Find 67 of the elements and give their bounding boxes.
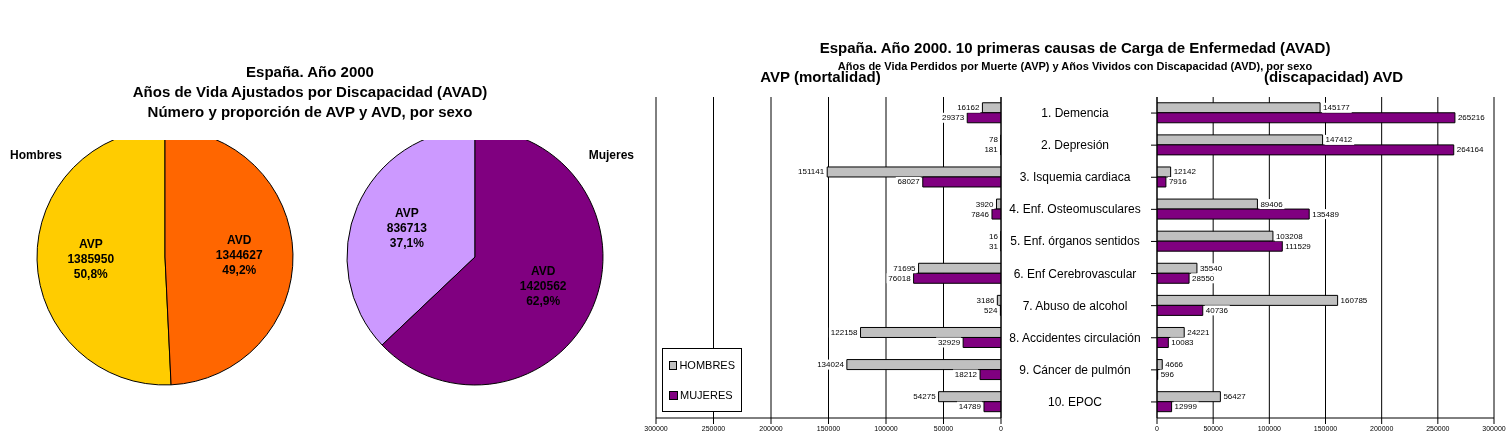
data-label: 29373 [941,113,965,123]
data-label: 16 [989,231,999,241]
data-label: 181 [984,145,999,155]
data-label: 1420562 62,9% [519,279,567,309]
text: Número y proporción de AVP y AVD, por sexo [146,102,474,122]
y-tick-label: 1. Demencia [1041,106,1109,121]
y-tick-label: 3. Isquemia cardiaca [1019,170,1131,185]
data-label: 89406 [1260,199,1284,209]
data-label: 1385950 50,8% [67,251,115,281]
data-label: 14789 [958,402,982,412]
y-tick-label: 9. Cáncer de pulmón [1019,362,1131,377]
data-label: 145177 [1323,103,1351,113]
data-label: 524 [984,305,998,315]
data-label: 7916 [1168,177,1188,187]
data-label: 76018 [888,273,912,283]
data-label: 71695 [893,263,917,273]
data-label: 10083 [1171,337,1195,347]
data-label: 16162 [957,103,980,113]
data-label: 24221 [1187,327,1211,337]
data-label: 135489 [1312,209,1340,219]
data-label: 122158 [830,327,859,337]
text: Años de Vida Ajustados por Discapacidad (AVAD) [131,82,489,102]
data-label: 56427 [1223,392,1247,402]
y-tick-label: 10. EPOC [1047,394,1103,409]
data-label: 151141 [798,167,825,177]
slice-label: AVP [394,205,419,220]
data-label: 32929 [937,337,961,347]
data-label: 160785 [1340,295,1368,305]
data-label: 111529 [1285,241,1312,251]
data-label: 1344627 49,2% [215,248,263,278]
data-label: 103208 [1275,231,1304,241]
slice-label: AVP [78,236,103,251]
legend-label: MUJERES [679,389,734,401]
y-tick-label: 6. Enf Cerebrovascular [1013,266,1137,281]
data-label: 35540 [1199,263,1223,273]
data-label: 147412 [1325,135,1353,145]
data-label: 134024 [817,360,845,370]
data-label: 265216 [1457,113,1486,123]
y-tick-label: 8. Accidentes circulación [1009,330,1141,345]
y-tick-label: 2. Depresión [1040,138,1110,153]
data-label: 596 [1160,370,1175,380]
data-label: 54275 [913,392,937,402]
data-label: 836713 37,1% [386,220,428,250]
text: España. Año 2000. 10 primeras causas de Carga de Enfermedad (AVAD) [818,38,1332,58]
text: Años de Vida Perdidos por Muerte (AVP) y Años Vividos con Discapacidad (AVD), por sexo [837,59,1313,72]
slice-label: AVD [530,264,556,279]
data-label: 7846 [971,209,990,219]
text: España. Año 2000 [245,62,375,82]
data-label: 68027 [897,177,921,187]
data-label: 31 [989,241,999,251]
data-label: 12142 [1173,167,1197,177]
y-tick-label: 4. Enf. Osteomusculares [1009,202,1141,217]
legend-label: HOMBRES [678,359,735,371]
data-label: 4666 [1165,360,1184,370]
data-label: 264164 [1456,145,1484,155]
text: Hombres [10,148,63,162]
data-label: 3920 [975,199,995,209]
data-label: 40736 [1205,305,1229,315]
text: Mujeres [588,148,634,162]
data-label: 18212 [954,370,978,380]
data-label: 78 [989,135,999,145]
data-label: 28550 [1192,273,1215,283]
data-label: 12999 [1174,402,1198,412]
y-tick-label: 7. Abuso de alcohol [1022,298,1128,313]
data-label: 3186 [976,295,995,305]
slice-label: AVD [226,233,252,248]
y-tick-label: 5. Enf. órganos sentidos [1010,234,1140,249]
